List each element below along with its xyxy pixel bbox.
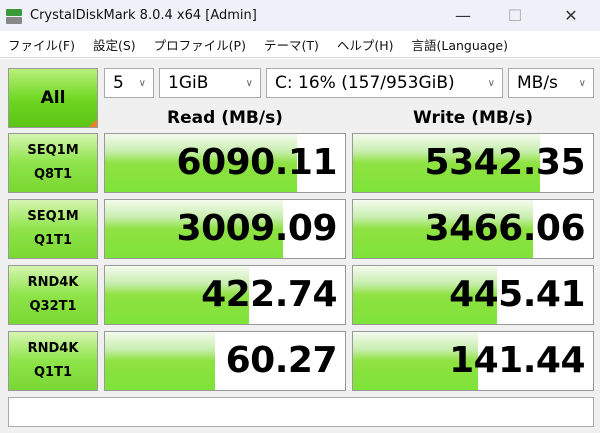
- drive-select[interactable]: C: 16% (157/953GiB) ∨: [266, 68, 503, 98]
- read-result: 422.74: [104, 265, 346, 325]
- menu-help[interactable]: ヘルプ(H): [336, 37, 394, 53]
- read-value: 6090.11: [176, 142, 338, 183]
- corner-indicator: [89, 119, 97, 127]
- app-icon: [6, 8, 22, 24]
- menu-settings[interactable]: 設定(S): [92, 37, 136, 53]
- read-result: 6090.11: [104, 133, 346, 193]
- test-button[interactable]: SEQ1M Q1T1: [8, 199, 98, 259]
- unit-value: MB/s: [517, 73, 558, 93]
- write-result: 445.41: [352, 265, 594, 325]
- test-params: Q1T1: [33, 365, 72, 380]
- test-params: Q32T1: [29, 299, 77, 314]
- read-bar: [105, 332, 216, 390]
- menu-language[interactable]: 言語(Language): [411, 37, 508, 53]
- count-value: 5: [113, 73, 124, 93]
- write-result: 5342.35: [352, 133, 594, 193]
- read-bar: [105, 266, 249, 324]
- test-name: SEQ1M: [27, 143, 79, 158]
- write-value: 3466.06: [424, 208, 586, 249]
- write-value: 445.41: [449, 274, 585, 315]
- status-bar: [8, 397, 594, 427]
- read-result: 60.27: [104, 331, 346, 391]
- test-button[interactable]: RND4K Q32T1: [8, 265, 98, 325]
- read-bar: [105, 200, 283, 258]
- size-value: 1GiB: [168, 73, 209, 93]
- write-result: 141.44: [352, 331, 594, 391]
- maximize-button[interactable]: ☐: [507, 6, 523, 25]
- menu-theme[interactable]: テーマ(T): [263, 37, 319, 53]
- menu-bar: ファイル(F) 設定(S) プロファイル(P) テーマ(T) ヘルプ(H) 言語…: [0, 31, 600, 58]
- read-value: 60.27: [225, 340, 338, 381]
- all-button-label: All: [40, 88, 66, 108]
- write-bar: [353, 200, 533, 258]
- test-name: RND4K: [27, 275, 79, 290]
- size-select[interactable]: 1GiB ∨: [159, 68, 261, 98]
- chevron-down-icon: ∨: [245, 77, 253, 89]
- menu-file[interactable]: ファイル(F): [8, 37, 75, 53]
- unit-select[interactable]: MB/s ∨: [508, 68, 594, 98]
- drive-value: C: 16% (157/953GiB): [275, 73, 455, 93]
- write-bar: [353, 332, 478, 390]
- write-header: Write (MB/s): [413, 108, 533, 128]
- write-value: 5342.35: [424, 142, 586, 183]
- count-select[interactable]: 5 ∨: [104, 68, 154, 98]
- chevron-down-icon: ∨: [138, 77, 146, 89]
- test-name: SEQ1M: [27, 209, 79, 224]
- test-params: Q1T1: [33, 233, 72, 248]
- title-bar: CrystalDiskMark 8.0.4 x64 [Admin] — ☐ ✕: [0, 0, 600, 31]
- read-bar: [105, 134, 297, 192]
- chevron-down-icon: ∨: [487, 77, 495, 89]
- test-params: Q8T1: [33, 167, 72, 182]
- write-bar: [353, 266, 497, 324]
- all-button[interactable]: All: [8, 68, 98, 128]
- read-value: 422.74: [201, 274, 337, 315]
- read-value: 3009.09: [176, 208, 338, 249]
- window-title: CrystalDiskMark 8.0.4 x64 [Admin]: [30, 8, 257, 23]
- write-result: 3466.06: [352, 199, 594, 259]
- write-bar: [353, 134, 541, 192]
- test-button[interactable]: RND4K Q1T1: [8, 331, 98, 391]
- test-name: RND4K: [27, 341, 79, 356]
- read-result: 3009.09: [104, 199, 346, 259]
- chevron-down-icon: ∨: [578, 77, 586, 89]
- minimize-button[interactable]: —: [455, 6, 471, 25]
- close-button[interactable]: ✕: [564, 6, 578, 25]
- write-value: 141.44: [449, 340, 585, 381]
- menu-profile[interactable]: プロファイル(P): [153, 37, 246, 53]
- test-button[interactable]: SEQ1M Q8T1: [8, 133, 98, 193]
- read-header: Read (MB/s): [167, 108, 283, 128]
